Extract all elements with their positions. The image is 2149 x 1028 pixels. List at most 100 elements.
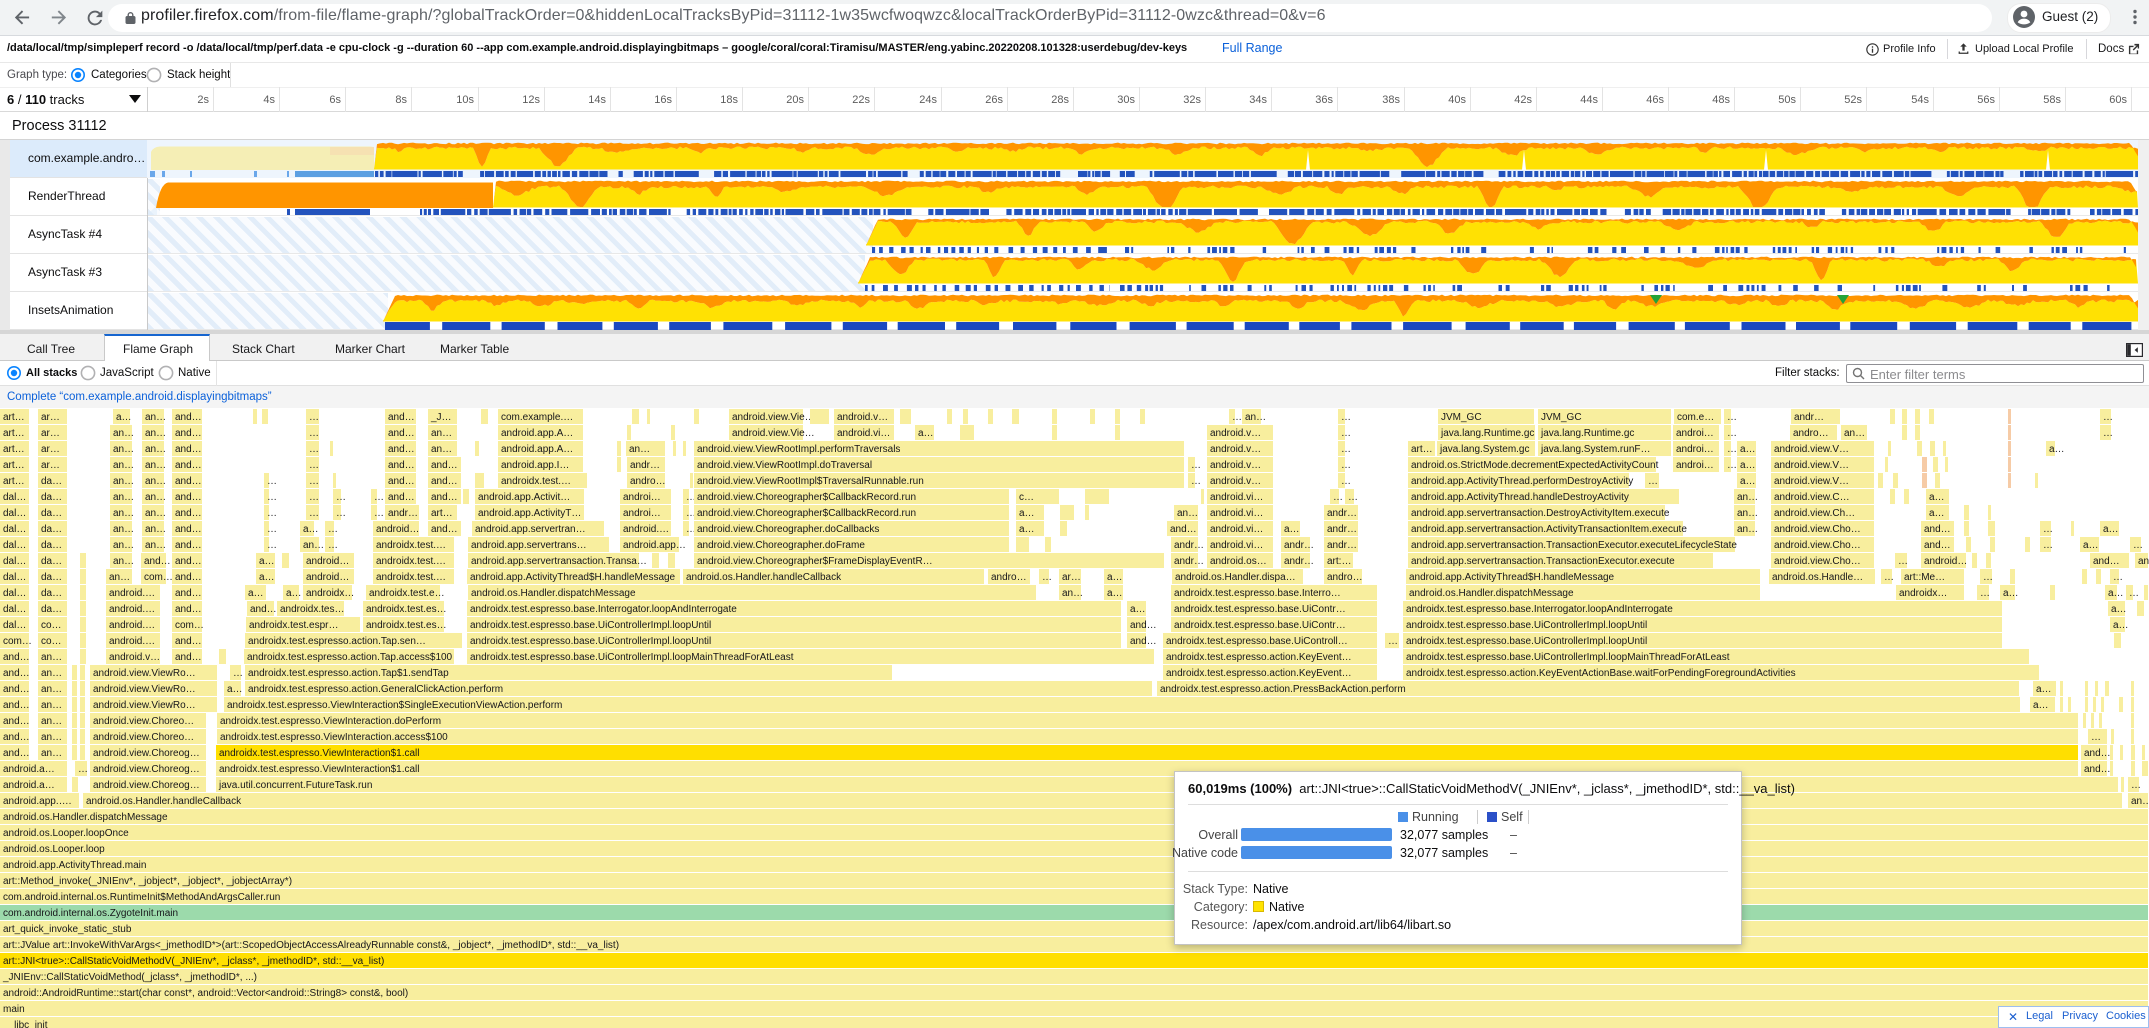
svg-text:androidx.test.espresso.base.Ui: androidx.test.espresso.base.UiControll…	[1166, 636, 1348, 647]
svg-text:android.app.servertransaction.: android.app.servertransaction.Transa…	[471, 556, 647, 567]
svg-text:a…: a…	[1740, 460, 1756, 471]
svg-text:android.app.I…: android.app.I…	[501, 460, 569, 471]
svg-text:…: …	[686, 524, 696, 535]
svg-text:ar…: ar…	[41, 444, 60, 455]
svg-text:dal…: dal…	[3, 540, 26, 551]
svg-text:androidx.test.espresso.base.Ui: androidx.test.espresso.base.UiController…	[470, 652, 794, 663]
svg-text:andro…: andro…	[1327, 572, 1363, 583]
svg-text:…: …	[336, 508, 346, 519]
svg-text:androidx.test.e…: androidx.test.e…	[369, 588, 445, 599]
svg-text:java.lang.Runtime.gc: java.lang.Runtime.gc	[1540, 428, 1634, 439]
svg-text:…: …	[267, 476, 277, 487]
svg-text:and…: and…	[2084, 748, 2111, 759]
svg-text:com…: com…	[144, 572, 173, 583]
svg-text:da…: da…	[41, 524, 62, 535]
svg-text:an…: an…	[113, 508, 134, 519]
svg-text:…: …	[2103, 428, 2113, 439]
svg-text:a…: a…	[259, 556, 275, 567]
svg-text:dal…: dal…	[3, 620, 26, 631]
svg-text:a…: a…	[1740, 444, 1756, 455]
svg-text:android.view.Choreog…: android.view.Choreog…	[93, 748, 200, 759]
svg-text:androidx.test.espresso.action.: androidx.test.espresso.action.GeneralCli…	[248, 684, 503, 695]
svg-text:da…: da…	[41, 604, 62, 615]
svg-text:android.app.Activit…: android.app.Activit…	[478, 492, 570, 503]
svg-text:and…: and…	[3, 668, 30, 679]
svg-text:an…: an…	[113, 460, 134, 471]
svg-text:a…: a…	[2033, 700, 2049, 711]
svg-text:androidx.test.espresso.action.: androidx.test.espresso.action.KeyEvent…	[1166, 668, 1352, 679]
svg-text:art…: art…	[431, 508, 453, 519]
svg-text:andr…: andr…	[1327, 524, 1357, 535]
svg-text:androidx.test.espresso.base.In: androidx.test.espresso.base.Interrogator…	[1406, 604, 1673, 615]
svg-text:art::JValue art::InvokeWithVar: art::JValue art::InvokeWithVarArgs<_jmet…	[3, 940, 619, 951]
svg-text:an…: an…	[113, 524, 134, 535]
svg-text:android.view.Choreog…: android.view.Choreog…	[93, 764, 200, 775]
svg-text:android.view.Cho…: android.view.Cho…	[1774, 524, 1861, 535]
svg-text:android.app.servertransaction.: android.app.servertransaction.Transactio…	[1411, 540, 1737, 551]
svg-text:…: …	[267, 492, 277, 503]
svg-text:com…: com…	[175, 620, 204, 631]
svg-text:an…: an…	[109, 572, 130, 583]
svg-text:a…: a…	[248, 588, 264, 599]
svg-text:and…: and…	[3, 748, 30, 759]
svg-text:art:…: art:…	[1327, 556, 1351, 567]
svg-text:android.app.servertrans…: android.app.servertrans…	[471, 540, 587, 551]
svg-text:android.view.Choreographer.doF: android.view.Choreographer.doFrame	[697, 540, 865, 551]
svg-text:and…: and…	[175, 604, 202, 615]
svg-text:android.…: android.…	[109, 604, 155, 615]
svg-text:…: …	[1341, 460, 1351, 471]
svg-text:an…: an…	[113, 428, 134, 439]
svg-text:androidx.test.es…: androidx.test.es…	[366, 620, 447, 631]
svg-text:…: …	[309, 460, 319, 471]
svg-text:…: …	[309, 412, 319, 423]
svg-text:android.v…: android.v…	[1210, 476, 1261, 487]
svg-text:android.v…: android.v…	[1210, 444, 1261, 455]
svg-text:android.vi…: android.vi…	[1210, 508, 1263, 519]
svg-text:and…: and…	[388, 428, 415, 439]
svg-text:and…: and…	[175, 636, 202, 647]
svg-text:and…: and…	[3, 652, 30, 663]
svg-text:android.view.Vie…: android.view.Vie…	[732, 428, 815, 439]
svg-text:da…: da…	[41, 588, 62, 599]
svg-text:android.os.StrictMode.decremen: android.os.StrictMode.decrementExpectedA…	[1411, 460, 1659, 471]
svg-text:a…: a…	[227, 684, 243, 695]
svg-text:…: …	[309, 444, 319, 455]
svg-text:an…: an…	[1062, 588, 1083, 599]
svg-text:an…: an…	[145, 412, 166, 423]
svg-text:android.os.Handler.dispatchMes: android.os.Handler.dispatchMessage	[471, 588, 636, 599]
svg-text:android.app.ActivityThread.per: android.app.ActivityThread.performDestro…	[1411, 476, 1633, 487]
svg-text:androidx.test.…: androidx.test.…	[376, 556, 446, 567]
svg-text:…: …	[78, 764, 88, 775]
svg-text:and…: and…	[388, 444, 415, 455]
svg-text:andr…: andr…	[1794, 412, 1824, 423]
svg-text:androidx.test.…: androidx.test.…	[501, 476, 571, 487]
svg-text:andr…: andr…	[1284, 540, 1314, 551]
svg-text:androidx…: androidx…	[306, 588, 354, 599]
svg-text:…: …	[309, 508, 319, 519]
svg-text:and…: and…	[175, 412, 202, 423]
svg-text:java.lang.System.gc: java.lang.System.gc	[1439, 444, 1530, 455]
svg-text:androidx.test.espresso.action.: androidx.test.espresso.action.KeyEventAc…	[1406, 668, 1796, 679]
svg-text:a…: a…	[1130, 604, 1146, 615]
svg-text:and…: and…	[1170, 524, 1197, 535]
svg-text:a…: a…	[1929, 492, 1945, 503]
svg-text:an…: an…	[145, 476, 166, 487]
svg-text:art::Method_invoke(_JNIEnv*, _: art::Method_invoke(_JNIEnv*, _jobject*, …	[3, 876, 292, 887]
svg-text:android.view.Choreog…: android.view.Choreog…	[93, 780, 200, 791]
svg-text:andr…: andr…	[630, 460, 660, 471]
svg-text:androidx.test.…: androidx.test.…	[376, 540, 446, 551]
svg-text:da…: da…	[41, 556, 62, 567]
svg-text:and…: and…	[431, 476, 458, 487]
svg-text:andro…: andro…	[630, 476, 666, 487]
svg-text:android…: android…	[376, 524, 419, 535]
svg-text:com.e…: com.e…	[1677, 412, 1714, 423]
svg-text:android.os…: android.os…	[1210, 556, 1267, 567]
svg-text:androidx.tes…: androidx.tes…	[280, 604, 344, 615]
svg-text:a…: a…	[259, 572, 275, 583]
svg-text:android.view.ViewRo…: android.view.ViewRo…	[93, 668, 196, 679]
svg-text:an…: an…	[431, 428, 452, 439]
svg-text:an…: an…	[41, 732, 62, 743]
svg-text:android::AndroidRuntime::start: android::AndroidRuntime::start(char cons…	[3, 988, 408, 999]
svg-text:android.view.ViewRo…: android.view.ViewRo…	[93, 700, 196, 711]
svg-text:and…: and…	[388, 460, 415, 471]
